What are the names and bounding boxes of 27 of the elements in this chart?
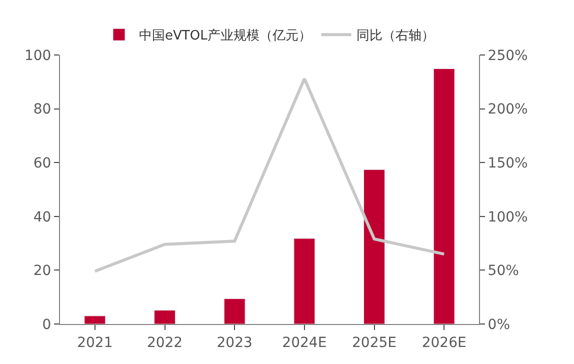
legend-label: 同比（右轴） bbox=[356, 28, 434, 44]
y2-tick-label: 150% bbox=[488, 156, 528, 172]
y-tick-label: 0 bbox=[42, 316, 52, 333]
y-tick-label: 100 bbox=[24, 48, 52, 64]
y-tick-label: 20 bbox=[33, 263, 52, 280]
y2-tick-label: 100% bbox=[488, 209, 528, 226]
legend-label: 中国eVTOL产业规模（亿元） bbox=[139, 28, 312, 44]
bar bbox=[84, 316, 106, 324]
y-tick-label: 60 bbox=[33, 156, 52, 172]
y-tick-label: 40 bbox=[33, 209, 52, 226]
x-tick-label: 2024E bbox=[282, 334, 327, 351]
x-tick-label: 2026E bbox=[422, 334, 466, 351]
bar bbox=[294, 238, 316, 324]
y-tick-label: 80 bbox=[33, 102, 52, 118]
y2-tick-label: 250% bbox=[488, 48, 528, 64]
line-series bbox=[93, 77, 446, 273]
y2-tick-label: 0% bbox=[488, 316, 510, 333]
bar bbox=[433, 68, 455, 324]
y2-tick-label: 200% bbox=[488, 102, 528, 118]
x-tick-label: 2025E bbox=[352, 334, 396, 351]
bar bbox=[364, 169, 385, 324]
bar bbox=[224, 298, 246, 324]
x-tick-label: 2023 bbox=[216, 334, 252, 351]
bar bbox=[154, 310, 176, 324]
x-tick-label: 2022 bbox=[146, 334, 183, 351]
y2-tick-label: 50% bbox=[488, 263, 519, 280]
x-tick-label: 2021 bbox=[77, 334, 113, 351]
